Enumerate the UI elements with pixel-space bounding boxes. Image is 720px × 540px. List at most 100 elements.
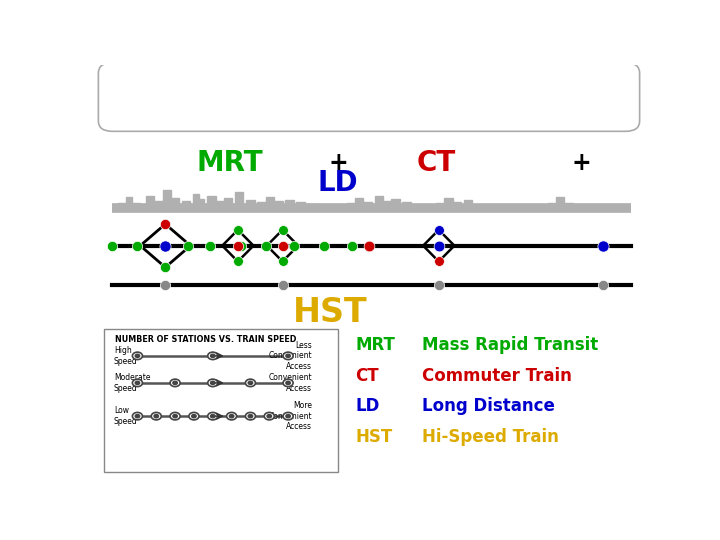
Bar: [347, 203, 355, 208]
Circle shape: [208, 352, 217, 360]
Circle shape: [286, 354, 290, 357]
Text: Long Distance: Long Distance: [422, 397, 555, 415]
Text: MRT: MRT: [355, 336, 395, 354]
Bar: [145, 196, 154, 208]
Bar: [258, 202, 266, 208]
Point: [364, 241, 375, 250]
Text: Convenient
Access: Convenient Access: [269, 373, 312, 393]
Bar: [154, 201, 163, 208]
Point: [276, 226, 288, 234]
Text: +: +: [328, 151, 348, 174]
Text: Less
Convenient
Access: Less Convenient Access: [269, 341, 312, 371]
Text: HST: HST: [355, 428, 392, 445]
Circle shape: [208, 413, 217, 420]
Circle shape: [227, 413, 237, 420]
Point: [235, 241, 246, 250]
Bar: [402, 202, 411, 208]
Point: [107, 241, 118, 250]
Point: [346, 241, 358, 250]
Circle shape: [264, 413, 274, 420]
Circle shape: [283, 413, 293, 420]
Point: [598, 241, 609, 250]
Circle shape: [154, 415, 158, 418]
Text: LD: LD: [355, 397, 379, 415]
Bar: [132, 203, 140, 208]
Circle shape: [135, 354, 140, 357]
Point: [433, 281, 444, 289]
Bar: [199, 199, 204, 208]
Circle shape: [189, 413, 199, 420]
Circle shape: [173, 415, 177, 418]
Point: [433, 241, 444, 250]
Circle shape: [210, 354, 215, 357]
Circle shape: [286, 415, 290, 418]
Point: [276, 281, 288, 289]
Circle shape: [283, 352, 293, 360]
Point: [232, 241, 243, 250]
Text: CT: CT: [416, 148, 456, 177]
Circle shape: [132, 352, 143, 360]
Bar: [246, 200, 255, 208]
Text: +: +: [571, 151, 591, 174]
Circle shape: [286, 381, 290, 384]
Text: MRT: MRT: [196, 148, 263, 177]
Point: [260, 241, 271, 250]
Text: CT: CT: [355, 367, 379, 385]
Bar: [392, 199, 400, 208]
Circle shape: [151, 413, 161, 420]
Circle shape: [170, 413, 180, 420]
Bar: [207, 196, 215, 208]
Bar: [163, 190, 171, 208]
Point: [232, 226, 243, 234]
Bar: [171, 198, 179, 208]
Text: Commuter Train: Commuter Train: [422, 367, 572, 385]
Circle shape: [267, 415, 271, 418]
Text: More
Convenient
Access: More Convenient Access: [269, 401, 312, 431]
Bar: [453, 202, 461, 208]
Bar: [266, 197, 274, 208]
Bar: [307, 204, 319, 208]
Point: [598, 281, 609, 289]
Point: [160, 263, 171, 272]
Bar: [547, 203, 556, 208]
Point: [160, 220, 171, 228]
Point: [160, 281, 171, 289]
Point: [276, 257, 288, 266]
Circle shape: [135, 415, 140, 418]
Circle shape: [283, 379, 293, 387]
Text: NUMBER OF STATIONS VS. TRAIN SPEED: NUMBER OF STATIONS VS. TRAIN SPEED: [115, 335, 297, 344]
Bar: [436, 203, 444, 208]
Bar: [564, 203, 572, 208]
Point: [288, 241, 300, 250]
Bar: [118, 203, 126, 208]
Bar: [383, 201, 392, 208]
Circle shape: [246, 413, 256, 420]
Bar: [126, 198, 132, 208]
Point: [433, 257, 444, 266]
Circle shape: [132, 413, 143, 420]
Point: [182, 241, 194, 250]
Text: LD: LD: [318, 170, 359, 197]
Bar: [274, 201, 282, 208]
Point: [132, 241, 143, 250]
Point: [160, 241, 171, 250]
Bar: [374, 196, 383, 208]
Bar: [182, 201, 190, 208]
Text: Low
Speed: Low Speed: [114, 407, 138, 426]
Circle shape: [248, 415, 253, 418]
Text: Mass Rapid Transit: Mass Rapid Transit: [422, 336, 598, 354]
Bar: [193, 194, 199, 208]
Circle shape: [230, 415, 234, 418]
Circle shape: [210, 415, 215, 418]
Circle shape: [170, 379, 180, 387]
Bar: [297, 202, 305, 208]
Bar: [364, 202, 372, 208]
Point: [204, 241, 216, 250]
Bar: [285, 200, 294, 208]
Bar: [235, 192, 243, 208]
Bar: [556, 197, 564, 208]
Bar: [215, 201, 224, 208]
Circle shape: [192, 415, 196, 418]
Point: [276, 241, 288, 250]
Text: Moderate
Speed: Moderate Speed: [114, 373, 150, 393]
